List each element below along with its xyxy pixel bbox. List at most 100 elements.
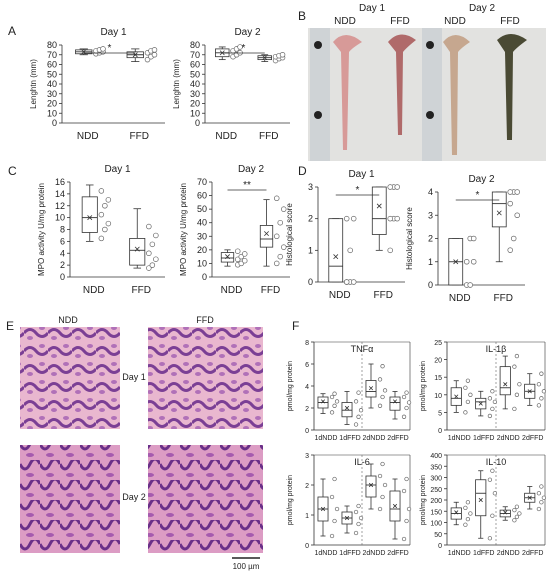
x-tick-label: NDD	[77, 131, 99, 142]
y-tick-label: 3	[428, 210, 433, 220]
data-point	[539, 371, 544, 376]
y-tick-label: 3	[308, 182, 313, 192]
data-point	[387, 247, 393, 254]
mean	[454, 394, 459, 399]
y-tick-label: 20	[434, 358, 442, 365]
y-tick-label: 40	[47, 79, 57, 89]
mean	[264, 231, 269, 237]
data-point	[329, 410, 335, 415]
chart: 0 1 2 3 4 Day 2 Histological score NDD FFD *	[405, 174, 525, 304]
y-tick-label: 20	[47, 99, 57, 109]
x-tick-label: FFD	[494, 293, 513, 304]
y-tick-label: 60	[47, 60, 57, 70]
data-point	[463, 505, 468, 511]
data-point	[465, 378, 471, 383]
x-tick-label: NDD	[329, 290, 351, 301]
y-axis-label: pmol/mg protein	[287, 475, 294, 525]
mean	[333, 254, 339, 260]
y-tick-label: 0	[305, 543, 309, 550]
mean	[527, 389, 532, 394]
photo-day: Day 2	[469, 3, 496, 14]
mean	[376, 203, 382, 209]
y-tick-label: 200	[430, 498, 442, 505]
y-tick-label: 0	[195, 118, 200, 128]
y-tick-label: 0	[305, 428, 309, 435]
data-point	[539, 500, 544, 505]
mean	[478, 401, 483, 406]
y-tick-label: 30	[190, 89, 200, 99]
y-tick-label: 0	[438, 543, 442, 550]
y-tick-label: 50	[47, 69, 57, 79]
box	[499, 366, 511, 396]
x-tick-label: FFD	[259, 131, 278, 142]
y-tick-label: 2	[305, 483, 309, 490]
data-point	[536, 491, 542, 496]
data-point	[406, 506, 412, 512]
mean	[368, 386, 374, 391]
data-point	[146, 223, 152, 230]
data-point	[234, 248, 241, 254]
significance-label: *	[476, 190, 480, 201]
chart-title: Day 1	[104, 164, 131, 175]
y-axis-label: pmol/mg protein	[287, 361, 294, 411]
chart-title: IL-1β	[486, 344, 507, 354]
x-tick-label: 1dFFD	[339, 550, 360, 557]
chart: 0 10 20 30 40 50 60 70 Day 2 MPO activity U/mg pr…	[179, 164, 290, 296]
data-point	[353, 422, 359, 427]
data-point	[382, 388, 388, 393]
data-point	[401, 394, 407, 400]
y-tick-label: 250	[430, 487, 442, 494]
histology-group: NDD	[58, 315, 78, 325]
data-point	[151, 51, 158, 58]
photo-group: NDD	[444, 16, 466, 27]
box	[475, 479, 487, 517]
y-tick-label: 2	[305, 406, 309, 413]
x-tick-label: FFD	[132, 285, 151, 296]
x-tick-label: 2dNDD	[363, 550, 386, 557]
data-point	[273, 260, 280, 267]
histology-group: FFD	[196, 315, 214, 325]
data-point	[332, 391, 337, 396]
panel-label: A	[8, 24, 16, 38]
data-point	[514, 504, 520, 509]
y-tick-label: 12	[55, 201, 65, 211]
y-axis-label: Histological score	[405, 207, 414, 270]
x-tick-label: 1dNDD	[315, 435, 338, 442]
data-point	[329, 494, 335, 500]
y-axis-label: pmol/mg protein	[420, 475, 427, 525]
y-tick-label: 10	[55, 213, 65, 223]
data-point	[465, 500, 471, 505]
y-tick-label: 30	[47, 89, 57, 99]
box	[259, 225, 274, 248]
y-tick-label: 14	[55, 189, 65, 199]
data-point	[105, 220, 112, 227]
data-point	[277, 219, 283, 226]
data-point	[487, 536, 493, 541]
data-point	[404, 518, 409, 524]
data-point	[358, 515, 364, 521]
histology-day: Day 2	[122, 492, 146, 502]
photo-day: Day 1	[359, 3, 386, 14]
chart: 0 50 100 150 200 250 300 350 400 IL-10 pmol/mg pro…	[420, 453, 547, 557]
data-point	[492, 491, 498, 496]
y-tick-label: 16	[55, 177, 65, 187]
y-tick-label: 10	[190, 108, 200, 118]
data-point	[241, 257, 248, 264]
data-point	[279, 51, 286, 58]
mean	[320, 399, 326, 404]
data-point	[467, 282, 473, 288]
y-tick-label: 50	[434, 532, 442, 539]
data-point	[380, 494, 385, 500]
data-point	[536, 382, 542, 387]
y-tick-label: 0	[202, 272, 207, 282]
chart: 0 5 10 15 20 25 IL-1β pmol/mg protein 1dNDD 1dFFD…	[420, 340, 547, 442]
y-tick-label: 25	[434, 340, 442, 347]
photo-group: NDD	[334, 16, 356, 27]
data-point	[273, 195, 280, 202]
data-point	[377, 473, 383, 479]
y-tick-label: 40	[197, 218, 207, 228]
mean	[453, 259, 459, 265]
data-point	[401, 488, 407, 494]
data-point	[536, 403, 542, 408]
